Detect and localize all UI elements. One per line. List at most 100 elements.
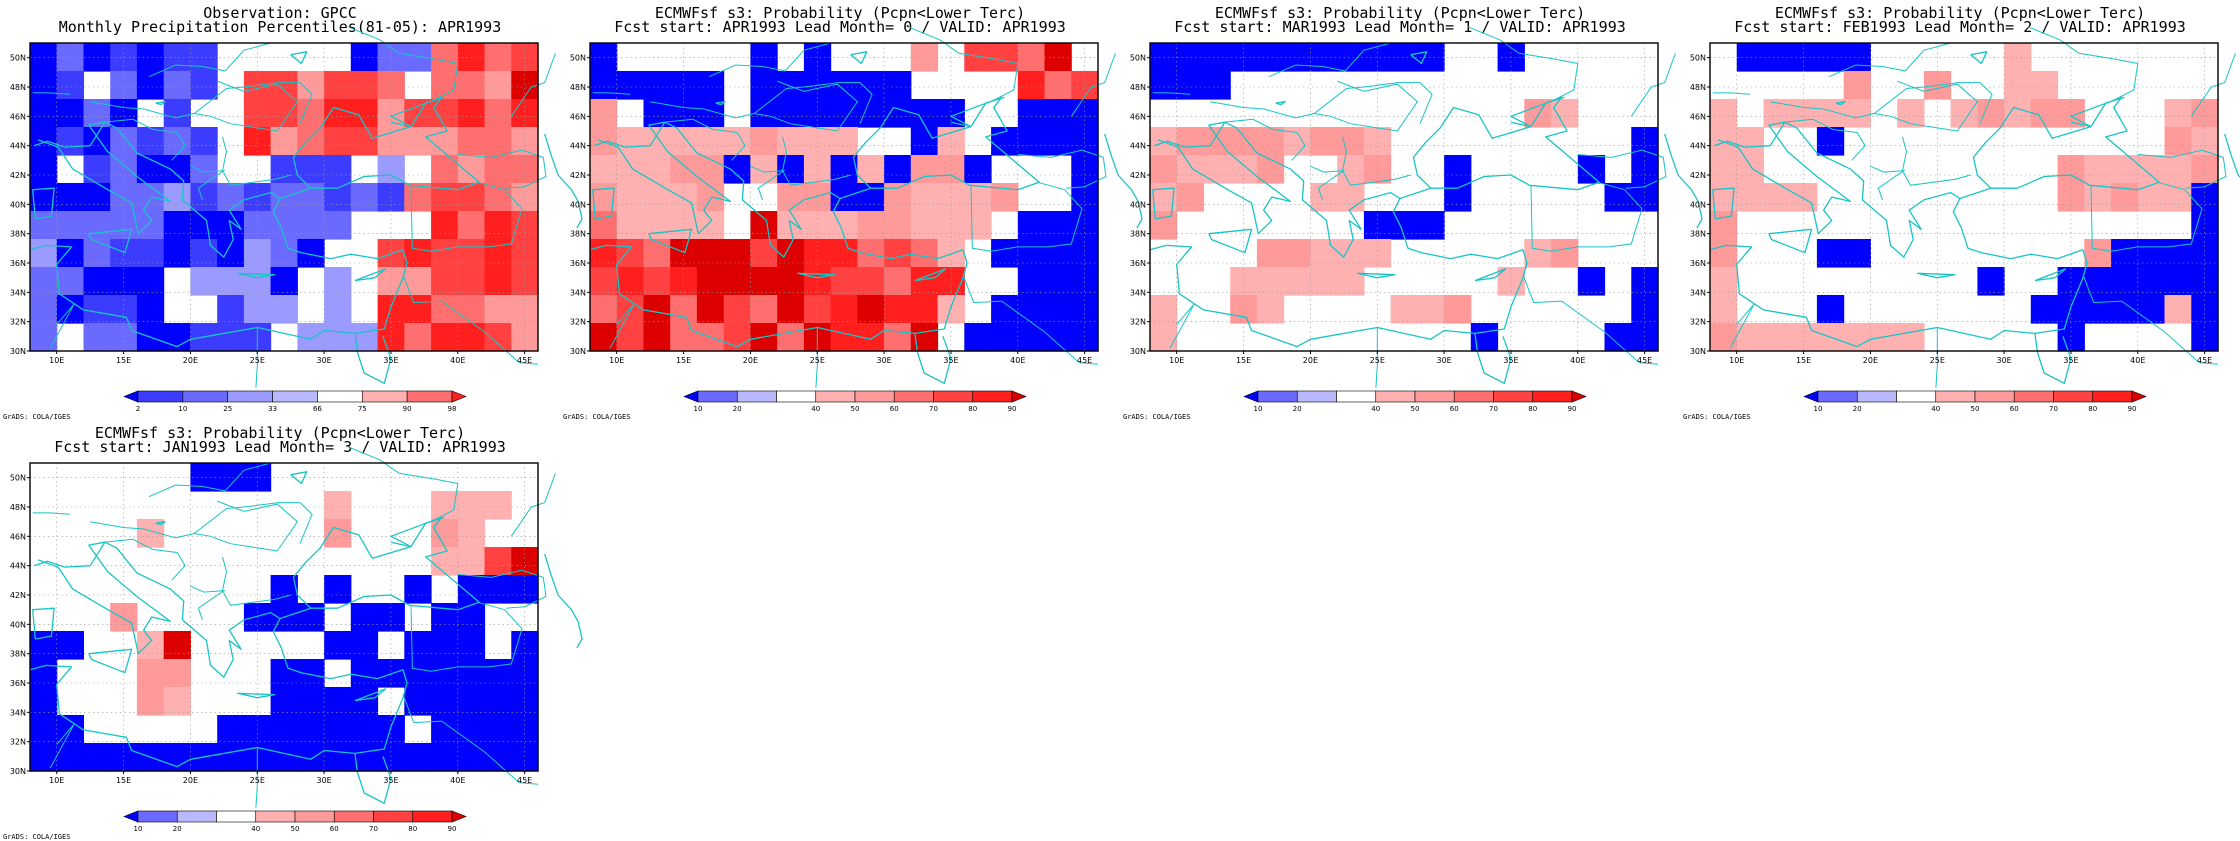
grid-cell: [910, 239, 939, 268]
coastline: [1357, 272, 1396, 279]
colorbar-label: 60: [1450, 405, 1459, 413]
grads-credit: GrADS: COLA/IGES: [3, 413, 71, 421]
lon-tick-label: 30E: [316, 356, 331, 365]
colorbar-lower-triangle: [683, 390, 699, 403]
grid-cell: [1843, 71, 1871, 100]
map-frame: [589, 42, 1099, 352]
grid-cell: [830, 239, 858, 268]
border: [708, 42, 831, 78]
colorbar-segment: [776, 390, 817, 403]
coastline: [1917, 272, 1956, 279]
grid-cell: [1897, 323, 1925, 352]
grid-cell: [803, 211, 832, 240]
grid-cell: [910, 127, 939, 156]
panel-title-line2: Fcst start: FEB1993 Lead Month= 2 / VALI…: [1734, 18, 2186, 36]
grid-cell: [377, 743, 405, 772]
coastline: [88, 228, 133, 254]
grid-cell: [1150, 323, 1178, 352]
grid-cell: [1256, 295, 1285, 324]
grid-cell: [484, 547, 512, 576]
border: [510, 473, 556, 537]
grid-cell: [884, 267, 912, 296]
grid-cell: [2191, 239, 2219, 268]
lon-tick-label: 35E: [943, 356, 958, 365]
colorbar-segment: [1336, 390, 1377, 403]
grid-cell: [484, 239, 512, 268]
grid-cell: [750, 71, 778, 100]
colorbar-label: 70: [2049, 405, 2058, 413]
lat-tick-label: 30N: [1690, 347, 1706, 356]
coastline: [237, 272, 276, 279]
border: [32, 92, 71, 95]
border: [2137, 149, 2227, 189]
grid-cell: [431, 267, 459, 296]
grid-cell: [2084, 155, 2112, 184]
colorbar-segment: [893, 390, 934, 403]
lat-tick-label: 40N: [570, 200, 586, 209]
grid-cell: [1897, 99, 1925, 128]
lat-tick-label: 32N: [10, 318, 26, 327]
lat-tick-label: 44N: [10, 142, 26, 151]
grid-cell: [1203, 71, 1231, 100]
grid-cell: [964, 43, 992, 72]
colorbar-label: 60: [2010, 405, 2019, 413]
grid-cell: [350, 43, 379, 72]
colorbar-lower-triangle: [123, 810, 139, 823]
grid-cell: [457, 323, 486, 352]
panel-title-line2: Fcst start: MAR1993 Lead Month= 1 / VALI…: [1174, 18, 1626, 36]
grid-cell: [2084, 295, 2112, 324]
grid-cell: [1176, 71, 1204, 100]
grid-cell: [511, 211, 539, 240]
map-frame: [1149, 42, 1659, 352]
grid-cell: [777, 295, 805, 324]
grid-cell: [1150, 211, 1178, 240]
grid-cell: [457, 575, 486, 604]
coastline: [914, 268, 947, 282]
lat-tick-label: 36N: [1690, 259, 1706, 268]
grid-cell: [1417, 295, 1445, 324]
colorbar-segment: [2013, 390, 2054, 403]
grid-cell: [830, 267, 858, 296]
colorbar-label: 90: [403, 405, 412, 413]
coastline: [390, 516, 445, 548]
grid-cell: [30, 43, 58, 72]
grid-cell: [297, 127, 325, 156]
grid-cell: [1071, 155, 1099, 184]
grid-cell: [83, 323, 111, 352]
lat-tick-label: 50N: [10, 54, 26, 63]
grid-cell: [590, 323, 618, 352]
grid-cell: [2111, 239, 2139, 268]
grid-cell: [1044, 127, 1072, 156]
grid-cell: [1283, 267, 1311, 296]
coastline: [850, 51, 868, 65]
grid-cell: [217, 463, 245, 492]
grid-cell: [590, 43, 618, 72]
coastline: [1474, 333, 1512, 384]
grid-cell: [30, 239, 58, 268]
grid-cell: [2137, 239, 2166, 268]
grid-cell: [1337, 43, 1365, 72]
grid-cell: [643, 267, 671, 296]
border: [1522, 274, 1659, 365]
grid-cell: [1071, 71, 1099, 100]
grid-cell: [457, 99, 486, 128]
grid-cell: [2004, 99, 2032, 128]
grid-cell: [484, 267, 512, 296]
grid-cell: [1017, 99, 1046, 128]
lat-tick-label: 44N: [1690, 142, 1706, 151]
grid-cell: [1763, 323, 1791, 352]
border: [2028, 26, 2139, 101]
grid-cell: [2191, 155, 2219, 184]
grid-cell: [30, 715, 58, 744]
grid-cell: [511, 71, 539, 100]
colorbar-segment: [412, 810, 453, 823]
grid-cell: [110, 99, 138, 128]
coastline: [354, 268, 387, 282]
lat-tick-label: 42N: [1130, 171, 1146, 180]
colorbar-label: 90: [1008, 405, 1017, 413]
border: [193, 500, 299, 552]
grid-cell: [910, 295, 939, 324]
grid-cell: [190, 155, 218, 184]
lat-tick-label: 38N: [10, 230, 26, 239]
grid-cell: [163, 99, 191, 128]
